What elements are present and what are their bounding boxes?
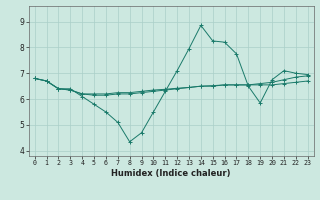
X-axis label: Humidex (Indice chaleur): Humidex (Indice chaleur) xyxy=(111,169,231,178)
